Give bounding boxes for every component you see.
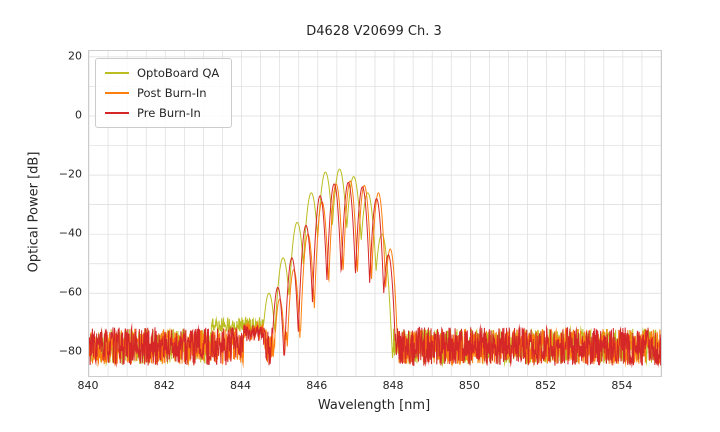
x-tick-label: 842	[153, 379, 175, 392]
x-tick-label: 850	[458, 379, 480, 392]
y-tick-label: −80	[58, 344, 82, 358]
x-tick-label: 840	[77, 379, 99, 392]
y-tick-label: 20	[68, 49, 82, 63]
x-tick-label: 848	[382, 379, 404, 392]
legend-label: Post Burn-In	[137, 86, 207, 100]
legend-label: Pre Burn-In	[137, 106, 201, 120]
y-tick-label: −60	[58, 285, 82, 299]
chart-title: D4628 V20699 Ch. 3	[306, 24, 442, 39]
legend-line-swatch	[105, 72, 129, 74]
x-axis-label: Wavelength [nm]	[317, 398, 431, 413]
legend-item: Post Burn-In	[105, 86, 219, 100]
legend-line-swatch	[105, 92, 129, 94]
y-tick-label: −20	[58, 167, 82, 181]
legend-line-swatch	[105, 112, 129, 114]
x-tick-label: 854	[611, 379, 633, 392]
x-tick-label: 846	[306, 379, 328, 392]
legend-item: Pre Burn-In	[105, 106, 219, 120]
y-tick-label: 0	[75, 108, 82, 122]
legend: OptoBoard QA Post Burn-In Pre Burn-In	[95, 58, 233, 128]
x-tick-label: 852	[535, 379, 557, 392]
x-tick-label: 844	[230, 379, 252, 392]
y-tick-label: −40	[58, 226, 82, 240]
legend-item: OptoBoard QA	[105, 66, 219, 80]
legend-label: OptoBoard QA	[137, 66, 220, 80]
